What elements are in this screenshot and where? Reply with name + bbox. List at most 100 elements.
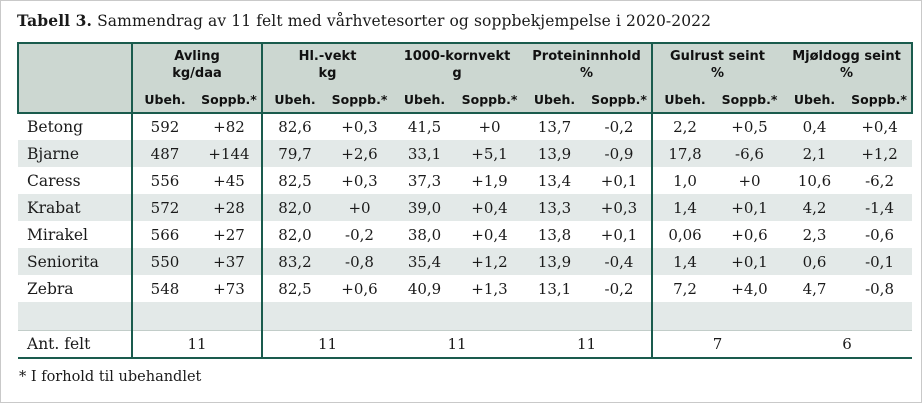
spacer-cell: [261, 302, 327, 330]
table-cell: 13,3: [522, 194, 588, 221]
sub-header-ubeh: Ubeh.: [782, 87, 848, 114]
table-cell: -6,2: [865, 171, 894, 190]
group-header-hl-vekt: Hl.-vekt kg: [260, 42, 393, 87]
table-cell: +0,3: [341, 118, 378, 136]
table-cell: 7,2: [651, 275, 718, 302]
spacer-cell: [197, 302, 262, 330]
table-cell: 1,4: [651, 248, 718, 275]
table-cell: +0,1: [600, 225, 638, 244]
table-cell: -0,4: [587, 248, 653, 275]
sub-header-soppb: Soppb.*: [197, 87, 262, 114]
spacer-cell: [18, 302, 132, 330]
table-cell: +0,3: [341, 171, 378, 190]
table-row: Seniorita 550 +37 83,2 -0,8 35,4 +1,2 13,9 -0,4 1…: [18, 248, 913, 275]
table-cell: +2,6: [327, 140, 393, 167]
table-cell: 13,9: [522, 248, 588, 275]
table-cell: 2,1: [782, 140, 848, 167]
table-cell: 487: [131, 140, 197, 167]
table-cell: -0,8: [865, 279, 894, 298]
table-cell: -0,1: [847, 248, 913, 275]
table-row: Bjarne 487 +144 79,7 +2,6 33,1 +5,1 13,9 -0,9 17,…: [18, 140, 913, 167]
group-unit: %: [840, 65, 854, 81]
table-cell: 79,7: [261, 140, 327, 167]
table-cell: +1,9: [471, 171, 508, 190]
variety-name: Mirakel: [27, 225, 89, 244]
table-cell: +73: [213, 279, 245, 298]
table-cell: 13,8: [537, 225, 572, 244]
table-cell: 2,3: [802, 225, 827, 244]
table-cell: 82,5: [261, 275, 327, 302]
table-cell: +0,1: [717, 248, 783, 275]
spacer-row: [18, 302, 913, 330]
sub-header-soppb: Soppb.*: [587, 87, 653, 114]
table-cell: 0,4: [802, 118, 827, 136]
table-cell: 13,1: [537, 279, 572, 298]
table-cell: 82,5: [261, 167, 327, 194]
table-cell: +37: [197, 248, 262, 275]
table-cell: +0,4: [471, 225, 508, 244]
name-column-subheader: [17, 87, 132, 114]
spacer-cell: [327, 302, 393, 330]
table-row: Mirakel 566 +27 82,0 -0,2 38,0 +0,4 13,8 +0,1 0,0…: [18, 221, 912, 248]
table-cell: +0,6: [731, 225, 768, 244]
table-cell: 550: [131, 248, 197, 275]
group-unit: %: [711, 65, 725, 81]
sub-header-soppb: Soppb.*: [847, 87, 914, 114]
table-cell: +1,2: [847, 140, 913, 167]
table-cell: +82: [213, 118, 245, 136]
table-cell: +4,0: [731, 279, 768, 298]
table-row: Betong 592 +82 82,6 +0,3 41,5 +0 13,7 -0,2 2,2 +0,…: [18, 113, 912, 140]
sub-header-soppb: Soppb.*: [457, 87, 523, 114]
table-cell: -0,9: [587, 140, 653, 167]
table-row: Krabat 572 +28 82,0 +0 39,0 +0,4 13,3 +0,3 1,4 +0,…: [18, 194, 913, 221]
table-cell: +27: [213, 225, 245, 244]
table-cell: 35,4: [392, 248, 458, 275]
sub-header-soppb: Soppb.*: [717, 87, 783, 114]
name-column-header: [17, 42, 132, 87]
variety-name: Betong: [27, 118, 84, 136]
table-header: Avling kg/daa Hl.-vekt kg 1000-kornvekt g Prot…: [17, 42, 914, 114]
table-cell: 0,6: [782, 248, 848, 275]
table-cell: -6,6: [717, 140, 783, 167]
table-cell: 556: [131, 167, 197, 194]
table-cell: 1,0: [651, 167, 718, 194]
table-cell: 37,3: [407, 171, 442, 190]
spacer-cell: [717, 302, 783, 330]
group-unit: %: [580, 65, 594, 81]
table-cell: 82,0: [261, 221, 327, 248]
fields-count-value: 11: [131, 329, 262, 359]
table-cell: +28: [197, 194, 262, 221]
sub-header-ubeh: Ubeh.: [522, 87, 588, 114]
sub-header-soppb: Soppb.*: [327, 87, 393, 114]
table-cell: -0,2: [345, 225, 374, 244]
fields-count-value: 11: [260, 329, 393, 359]
group-name: Mjøldogg seint: [792, 49, 901, 65]
table-cell: +5,1: [457, 140, 523, 167]
table-cell: +1,3: [471, 279, 508, 298]
summary-table: Avling kg/daa Hl.-vekt kg 1000-kornvekt g Prot…: [17, 42, 914, 359]
table-row: Zebra 548 +73 82,5 +0,6 40,9 +1,3 13,1 -0,2 7,2 +4…: [18, 275, 912, 302]
table-cell: +0,1: [717, 194, 783, 221]
table-cell: +0,3: [587, 194, 653, 221]
group-name: Avling: [174, 49, 220, 65]
table-cell: -0,8: [327, 248, 393, 275]
table-cell: +0,6: [341, 279, 378, 298]
sub-header-row: Ubeh. Soppb.* Ubeh. Soppb.* Ubeh. Soppb.* Ubeh…: [17, 87, 914, 114]
group-header-mj-ldogg-seint: Mjøldogg seint%: [782, 42, 914, 87]
fields-count-value: 11: [522, 329, 653, 359]
sub-header-ubeh: Ubeh.: [261, 87, 327, 114]
table-cell: 4,7: [802, 279, 827, 298]
group-header-1000-kornvekt: 1000-kornvekt g: [392, 42, 523, 87]
table-cell: 40,9: [407, 279, 442, 298]
table-cell: 82,0: [261, 194, 327, 221]
fields-count-value: 7: [651, 329, 783, 359]
table-cell: 548: [131, 275, 197, 302]
table-cell: 13,9: [522, 140, 588, 167]
table-body: Betong 592 +82 82,6 +0,3 41,5 +0 13,7 -0,2 2,2 +0,…: [18, 113, 913, 359]
sub-header-ubeh: Ubeh.: [131, 87, 197, 114]
table-cell: +45: [213, 171, 245, 190]
spacer-cell: [522, 302, 588, 330]
table-cell: -1,4: [847, 194, 913, 221]
table-cell: +1,2: [457, 248, 523, 275]
